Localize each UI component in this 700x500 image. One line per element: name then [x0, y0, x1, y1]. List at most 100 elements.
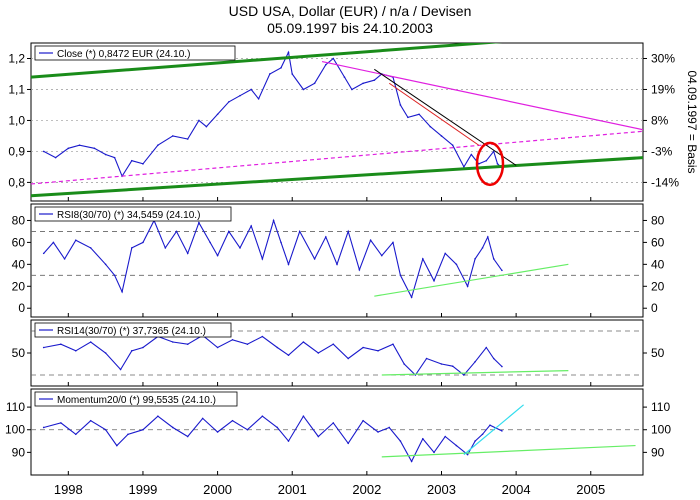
- y-tick-label-right: 0: [651, 301, 658, 315]
- data-point: [380, 254, 383, 257]
- data-point: [209, 241, 211, 244]
- data-point: [198, 221, 200, 224]
- data-point: [347, 230, 349, 233]
- data-point: [201, 417, 204, 420]
- data-point: [298, 230, 301, 233]
- data-point: [399, 274, 402, 277]
- data-point: [486, 236, 489, 238]
- data-point: [216, 346, 219, 349]
- data-point: [399, 440, 402, 442]
- x-tick-label: 1999: [128, 482, 157, 497]
- data-point: [474, 440, 476, 442]
- data-point: [496, 163, 499, 165]
- trendline-momentum-cyan: [463, 404, 524, 456]
- data-point: [42, 346, 45, 349]
- y-tick-label-right: -14%: [651, 175, 679, 189]
- data-point: [164, 247, 167, 249]
- data-point: [269, 73, 271, 75]
- data-point: [444, 252, 447, 255]
- data-point: [157, 415, 159, 417]
- data-point: [410, 296, 413, 299]
- legend-label: RSI8(30/70) (*) 34,5459 (24.10.): [57, 210, 200, 221]
- legend-box: [34, 45, 236, 61]
- y-tick-label-right: 20: [651, 279, 665, 293]
- y-tick-label-left: 50: [12, 346, 26, 360]
- data-point: [429, 125, 432, 128]
- data-point: [392, 343, 394, 346]
- trendline-rsi14-support: [381, 370, 569, 376]
- data-point: [216, 113, 219, 116]
- data-point: [216, 431, 219, 433]
- y-tick-label-right: 19%: [651, 82, 675, 96]
- data-point: [119, 368, 122, 371]
- x-tick-label: 1998: [54, 482, 83, 497]
- data-point: [451, 365, 454, 368]
- data-point: [276, 426, 279, 429]
- y-tick-label-right: 50: [651, 346, 665, 360]
- y-tick-label-left: 0,8: [8, 175, 25, 189]
- data-point: [377, 431, 379, 433]
- data-point: [172, 135, 174, 137]
- data-point: [272, 219, 275, 222]
- panel-rsi14: 50 50 RSI14(30/70) (*) 37,7365 (24.10.): [12, 319, 665, 387]
- data-point: [261, 258, 264, 260]
- chart-title-line1: USD USA, Dollar (EUR) / n/a / Devisen: [228, 3, 472, 19]
- data-point: [239, 247, 241, 249]
- data-point: [287, 263, 290, 266]
- data-point: [42, 252, 45, 255]
- data-point: [399, 104, 402, 106]
- data-point: [317, 435, 320, 438]
- chart-title-line2: 05.09.1997 bis 24.10.2003: [267, 20, 433, 36]
- data-point: [440, 135, 443, 137]
- data-point: [93, 147, 96, 150]
- y-tick-label-left: 0: [18, 301, 25, 315]
- data-point: [78, 144, 81, 147]
- y-tick-label-left: 60: [12, 235, 26, 249]
- data-point: [433, 279, 435, 282]
- data-point: [466, 453, 469, 456]
- data-point: [485, 346, 488, 349]
- data-point: [410, 460, 413, 463]
- data-point: [104, 428, 107, 431]
- data-point: [474, 258, 476, 260]
- data-point: [60, 343, 62, 346]
- data-point: [74, 350, 77, 352]
- panel-price: 1,2 30% 1,1 19% 1,0 8% 0,9 -3% 0,8 -14% Close (*) …: [8, 42, 679, 202]
- chart-title: USD USA, Dollar (EUR) / n/a / Devisen 05…: [0, 3, 700, 37]
- data-point: [358, 269, 361, 271]
- data-point: [198, 119, 200, 122]
- data-point: [157, 144, 159, 147]
- x-tick-label: 2005: [576, 482, 605, 497]
- y-tick-label-left: 80: [12, 213, 26, 227]
- data-point: [287, 354, 290, 357]
- data-point: [186, 138, 189, 140]
- data-point: [287, 440, 290, 442]
- highlight-circle: [475, 141, 505, 187]
- data-point: [470, 153, 473, 156]
- data-point: [325, 63, 327, 66]
- series-line: [43, 415, 503, 463]
- data-point: [113, 274, 116, 277]
- data-point: [451, 144, 454, 147]
- legend: Momentum20/0 (*) 99,5535 (24.10.): [34, 391, 238, 407]
- data-point: [501, 430, 503, 432]
- x-tick-label: 2003: [427, 482, 456, 497]
- y-tick-label-left: 1,0: [8, 113, 25, 127]
- y-tick-label-left: 90: [12, 445, 26, 459]
- data-point: [54, 156, 57, 159]
- data-point: [343, 76, 346, 78]
- data-point: [440, 363, 443, 365]
- data-point: [130, 159, 133, 162]
- x-tick-label: 2004: [502, 482, 531, 497]
- data-point: [291, 73, 294, 75]
- data-point: [478, 163, 480, 165]
- data-point: [186, 252, 189, 255]
- data-point: [373, 79, 376, 81]
- data-point: [231, 419, 234, 422]
- data-point: [186, 435, 189, 438]
- data-point: [362, 346, 364, 349]
- panel-momentum: 110 110 100 100 90 90 Momentum20/0 (*) 99,5535…: [5, 388, 671, 476]
- data-point: [239, 94, 241, 97]
- data-point: [407, 116, 409, 119]
